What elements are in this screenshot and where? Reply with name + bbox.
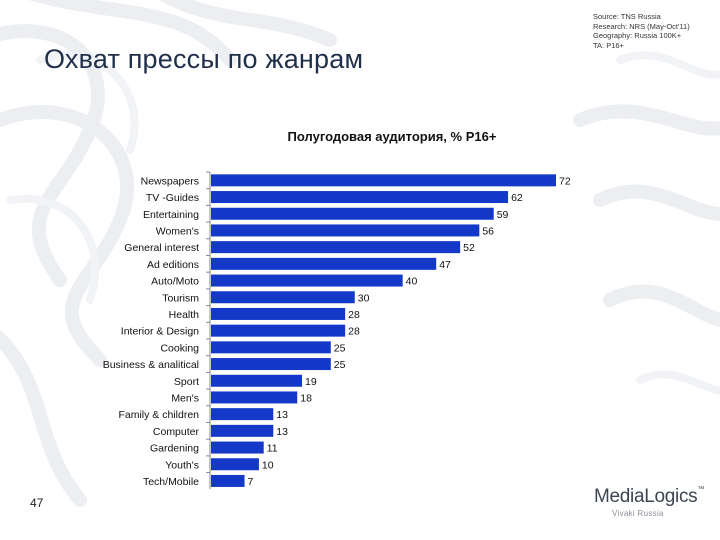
value-label: 40 xyxy=(406,276,418,288)
bar-youth-s xyxy=(211,458,259,471)
bar-women-s xyxy=(211,224,480,237)
value-label: 28 xyxy=(348,309,360,321)
category-label: Tech/Mobile xyxy=(143,476,199,488)
category-label: Ad editions xyxy=(147,259,199,271)
category-label: Tourism xyxy=(162,292,199,304)
category-label: Family & children xyxy=(118,409,199,421)
category-label: Entertaining xyxy=(143,209,199,221)
bar-health xyxy=(211,307,346,320)
bar-cooking xyxy=(211,341,331,354)
category-label: General interest xyxy=(124,242,199,254)
value-label: 11 xyxy=(267,443,278,455)
value-label: 18 xyxy=(300,392,312,404)
bar-newspapers xyxy=(211,174,556,187)
value-label: 30 xyxy=(358,292,370,304)
bar-family-children xyxy=(211,408,274,421)
logo-trademark: ™ xyxy=(697,486,705,493)
category-label: Interior & Design xyxy=(121,326,199,338)
value-label: 47 xyxy=(439,259,451,271)
geography-line: Geography: Russia 100K+ xyxy=(593,31,682,40)
category-label: Newspapers xyxy=(141,175,199,187)
bar-computer xyxy=(211,424,274,437)
logo-wordmark: MediaLogics™ xyxy=(594,486,714,508)
category-label: Computer xyxy=(153,426,200,438)
category-label: Women's xyxy=(156,225,199,237)
bar-auto-moto xyxy=(211,274,403,287)
bar-men-s xyxy=(211,391,298,404)
chart-title: Полугодовая аудитория, % P16+ xyxy=(288,129,497,144)
value-label: 13 xyxy=(276,409,288,421)
value-label: 13 xyxy=(276,426,288,438)
bar-tourism xyxy=(211,291,355,304)
medialogics-logo: MediaLogics™ Vivaki Russia xyxy=(594,486,714,526)
value-label: 25 xyxy=(334,342,346,354)
category-label: TV -Guides xyxy=(146,192,199,204)
category-label: Men's xyxy=(171,392,199,404)
bar-sport xyxy=(211,374,303,387)
bar-ad-editions xyxy=(211,257,437,270)
value-label: 72 xyxy=(559,175,571,187)
source-line: Source: TNS Russia xyxy=(593,12,661,21)
value-label: 25 xyxy=(334,359,346,371)
slide-title: Охват прессы по жанрам xyxy=(44,44,364,74)
value-label: 28 xyxy=(348,326,360,338)
bar-general-interest xyxy=(211,241,461,254)
category-label: Gardening xyxy=(150,443,199,455)
bar-tech-mobile xyxy=(211,474,245,487)
bar-tv-guides xyxy=(211,191,509,204)
value-label: 7 xyxy=(248,476,254,488)
source-note: Source: TNS Russia Research: NRS (May-Oc… xyxy=(593,12,690,50)
value-label: 59 xyxy=(497,209,509,221)
bar-interior-design xyxy=(211,324,346,337)
bar-business-analitical xyxy=(211,358,331,371)
category-label: Auto/Moto xyxy=(151,276,199,288)
page-number: 47 xyxy=(30,496,44,510)
logo-subtitle: Vivaki Russia xyxy=(612,509,664,518)
value-label: 62 xyxy=(511,192,523,204)
value-label: 10 xyxy=(262,459,274,471)
category-label: Business & analitical xyxy=(103,359,199,371)
value-label: 56 xyxy=(482,225,494,237)
category-label: Cooking xyxy=(160,342,199,354)
category-label: Sport xyxy=(174,376,199,388)
bar-entertaining xyxy=(211,207,494,220)
category-label: Health xyxy=(169,309,200,321)
bar-gardening xyxy=(211,441,264,454)
research-line: Research: NRS (May-Oct'11) xyxy=(593,21,690,31)
value-label: 19 xyxy=(305,376,317,388)
target-audience-line: TA: P16+ xyxy=(593,40,624,50)
logo-name: MediaLogics xyxy=(594,486,698,507)
category-label: Youth's xyxy=(165,459,199,471)
value-label: 52 xyxy=(463,242,475,254)
